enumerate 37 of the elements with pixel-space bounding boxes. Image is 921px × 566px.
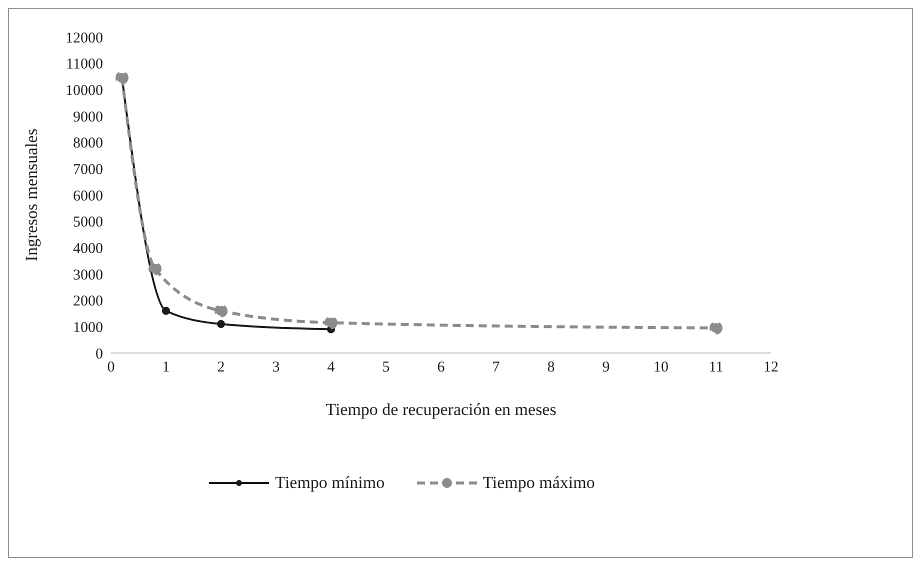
y-tick-label: 3000 (73, 267, 103, 284)
x-tick-label: 7 (492, 360, 500, 376)
y-tick-label: 1000 (73, 320, 103, 336)
x-tick-label: 1 (162, 360, 170, 376)
y-tick-label: 6000 (73, 188, 103, 204)
y-tick-label: 10000 (66, 82, 103, 99)
y-tick-label: 4000 (73, 240, 103, 257)
x-tick-label: 11 (708, 360, 724, 376)
x-tick-label: 0 (107, 360, 115, 376)
point (217, 320, 225, 328)
legend-label: Tiempo máximo (482, 473, 595, 493)
y-tick-label: 8000 (73, 136, 103, 152)
point (148, 262, 162, 276)
x-tick-label: 2 (217, 360, 225, 376)
legend-label: Tiempo mínimo (274, 473, 385, 493)
y-axis-title: Ingresos mensuales (22, 128, 42, 262)
x-tick-label: 8 (547, 360, 555, 376)
x-tick-label: 10 (654, 360, 668, 376)
x-tick-label: 9 (602, 360, 610, 376)
x-tick-label: 4 (327, 360, 336, 376)
point (214, 304, 228, 318)
point (162, 306, 170, 315)
x-tick-label: 5 (382, 360, 390, 376)
x-tick-label: 3 (272, 360, 280, 376)
point (116, 71, 128, 84)
x-axis-title: Tiempo de recuperación en meses (326, 400, 556, 419)
y-tick-label: 9000 (73, 109, 103, 126)
y-tick-label: 5000 (73, 214, 103, 231)
point (324, 316, 338, 330)
y-tick-label: 2000 (73, 294, 103, 310)
x-tick-label: 6 (437, 360, 446, 376)
x-tick-label: 12 (764, 360, 778, 376)
y-tick-label: 12000 (66, 30, 103, 46)
y-tick-label: 7000 (73, 162, 103, 178)
y-tick-label: 0 (96, 346, 103, 362)
point (710, 321, 722, 334)
y-tick-label: 11000 (66, 56, 103, 73)
